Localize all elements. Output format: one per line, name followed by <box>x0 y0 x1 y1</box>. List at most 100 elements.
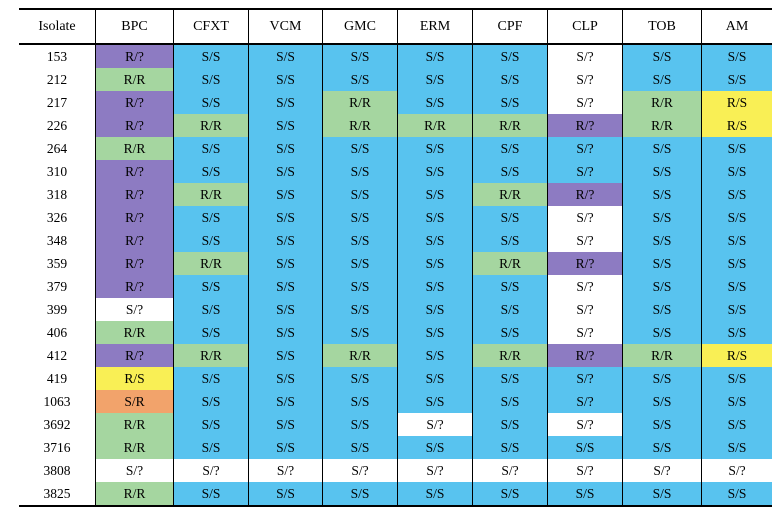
result-cell-cfxt: S/S <box>173 482 249 506</box>
result-cell-clp: S/? <box>547 91 623 114</box>
isolate-cell: 264 <box>46 141 68 156</box>
result-cell-cpf: R/R <box>472 183 548 206</box>
isolate-cell: 3825 <box>43 486 71 501</box>
table-row-3692: 3692 R/R S/S S/S S/S S/? S/S S/? S/S S/S <box>19 413 772 436</box>
result-cell-vcm: S/S <box>248 68 323 91</box>
result-cell-clp: S/? <box>547 459 623 482</box>
result-cell-vcm: S/S <box>248 252 323 275</box>
header-row: Isolate BPC CFXT VCM GMC ERM CPF CLP TOB AM <box>19 9 772 45</box>
result-cell-tob: S/S <box>622 413 702 436</box>
result-cell-cpf: S/S <box>472 482 548 506</box>
result-cell-gmc: S/S <box>322 44 398 68</box>
result-cell-erm: R/R <box>397 114 473 137</box>
result-cell-clp: R/? <box>547 252 623 275</box>
result-cell-bpc: R/R <box>95 482 174 506</box>
result-cell-gmc: S/S <box>322 482 398 506</box>
column-header-cfxt: CFXT <box>173 9 249 45</box>
result-cell-cfxt: S/? <box>173 459 249 482</box>
table-row-217: 217 R/? S/S S/S R/R S/S S/S S/? R/R R/S <box>19 91 772 114</box>
isolate-cell: 3808 <box>43 463 71 478</box>
result-cell-vcm: S/S <box>248 436 323 459</box>
table-row-226: 226 R/? R/R S/S R/R R/R R/R R/? R/R R/S <box>19 114 772 137</box>
isolate-cell: 318 <box>46 187 68 202</box>
column-header-vcm: VCM <box>248 9 323 45</box>
result-cell-vcm: S/S <box>248 160 323 183</box>
result-cell-am: S/S <box>701 68 772 91</box>
result-cell-cfxt: S/S <box>173 390 249 413</box>
result-cell-erm: S/S <box>397 436 473 459</box>
result-cell-bpc: R/? <box>95 344 174 367</box>
result-cell-clp: S/? <box>547 206 623 229</box>
result-cell-erm: S/S <box>397 206 473 229</box>
result-cell-tob: S/S <box>622 68 702 91</box>
result-cell-clp: S/? <box>547 390 623 413</box>
result-cell-tob: S/? <box>622 459 702 482</box>
result-cell-gmc: R/R <box>322 344 398 367</box>
isolate-cell: 359 <box>46 256 68 271</box>
result-cell-am: S/S <box>701 275 772 298</box>
result-cell-tob: S/S <box>622 160 702 183</box>
result-cell-tob: S/S <box>622 390 702 413</box>
result-cell-clp: S/? <box>547 229 623 252</box>
result-cell-bpc: R/? <box>95 44 174 68</box>
result-cell-vcm: S/S <box>248 367 323 390</box>
result-cell-bpc: S/R <box>95 390 174 413</box>
result-cell-bpc: R/? <box>95 183 174 206</box>
isolate-cell: 399 <box>46 302 68 317</box>
result-cell-erm: S/S <box>397 160 473 183</box>
result-cell-clp: S/? <box>547 275 623 298</box>
table-row-379: 379 R/? S/S S/S S/S S/S S/S S/? S/S S/S <box>19 275 772 298</box>
result-cell-vcm: S/S <box>248 206 323 229</box>
result-cell-gmc: S/S <box>322 436 398 459</box>
result-cell-cfxt: R/R <box>173 344 249 367</box>
result-cell-cfxt: S/S <box>173 321 249 344</box>
result-cell-cpf: R/R <box>472 252 548 275</box>
result-cell-bpc: R/R <box>95 413 174 436</box>
table-row-406: 406 R/R S/S S/S S/S S/S S/S S/? S/S S/S <box>19 321 772 344</box>
result-cell-bpc: R/? <box>95 114 174 137</box>
result-cell-bpc: R/? <box>95 229 174 252</box>
result-cell-cfxt: S/S <box>173 367 249 390</box>
column-header-clp: CLP <box>547 9 623 45</box>
result-cell-clp: S/? <box>547 321 623 344</box>
result-cell-gmc: S/S <box>322 321 398 344</box>
result-cell-gmc: S/? <box>322 459 398 482</box>
result-cell-erm: S/S <box>397 482 473 506</box>
result-cell-gmc: S/S <box>322 160 398 183</box>
result-cell-bpc: R/R <box>95 137 174 160</box>
result-cell-bpc: R/R <box>95 321 174 344</box>
result-cell-gmc: S/S <box>322 275 398 298</box>
result-cell-tob: S/S <box>622 367 702 390</box>
result-cell-vcm: S/S <box>248 275 323 298</box>
result-cell-am: S/S <box>701 390 772 413</box>
result-cell-cfxt: S/S <box>173 91 249 114</box>
result-cell-tob: R/R <box>622 114 702 137</box>
result-cell-am: S/S <box>701 298 772 321</box>
isolate-cell: 226 <box>46 118 68 133</box>
result-cell-cfxt: R/R <box>173 252 249 275</box>
result-cell-bpc: R/S <box>95 367 174 390</box>
result-cell-cfxt: S/S <box>173 275 249 298</box>
table-row-359: 359 R/? R/R S/S S/S S/S R/R R/? S/S S/S <box>19 252 772 275</box>
result-cell-clp: R/? <box>547 344 623 367</box>
table-header: Isolate BPC CFXT VCM GMC ERM CPF CLP TOB AM <box>19 9 772 45</box>
result-cell-erm: S/S <box>397 367 473 390</box>
result-cell-am: S/S <box>701 413 772 436</box>
result-cell-bpc: R/? <box>95 252 174 275</box>
result-cell-am: R/S <box>701 91 772 114</box>
result-cell-tob: S/S <box>622 229 702 252</box>
result-cell-gmc: S/S <box>322 367 398 390</box>
table-row-310: 310 R/? S/S S/S S/S S/S S/S S/? S/S S/S <box>19 160 772 183</box>
result-cell-am: S/S <box>701 482 772 506</box>
result-cell-am: S/S <box>701 436 772 459</box>
column-header-am: AM <box>701 9 772 45</box>
result-cell-vcm: S/S <box>248 298 323 321</box>
result-cell-am: S/S <box>701 229 772 252</box>
result-cell-clp: S/? <box>547 413 623 436</box>
result-cell-erm: S/S <box>397 252 473 275</box>
result-cell-tob: S/S <box>622 275 702 298</box>
table-body: 153 R/? S/S S/S S/S S/S S/S S/? S/S S/S 212 R/R S/S S… <box>19 44 772 506</box>
isolate-cell: 412 <box>46 348 68 363</box>
result-cell-cpf: S/S <box>472 91 548 114</box>
result-cell-tob: S/S <box>622 44 702 68</box>
